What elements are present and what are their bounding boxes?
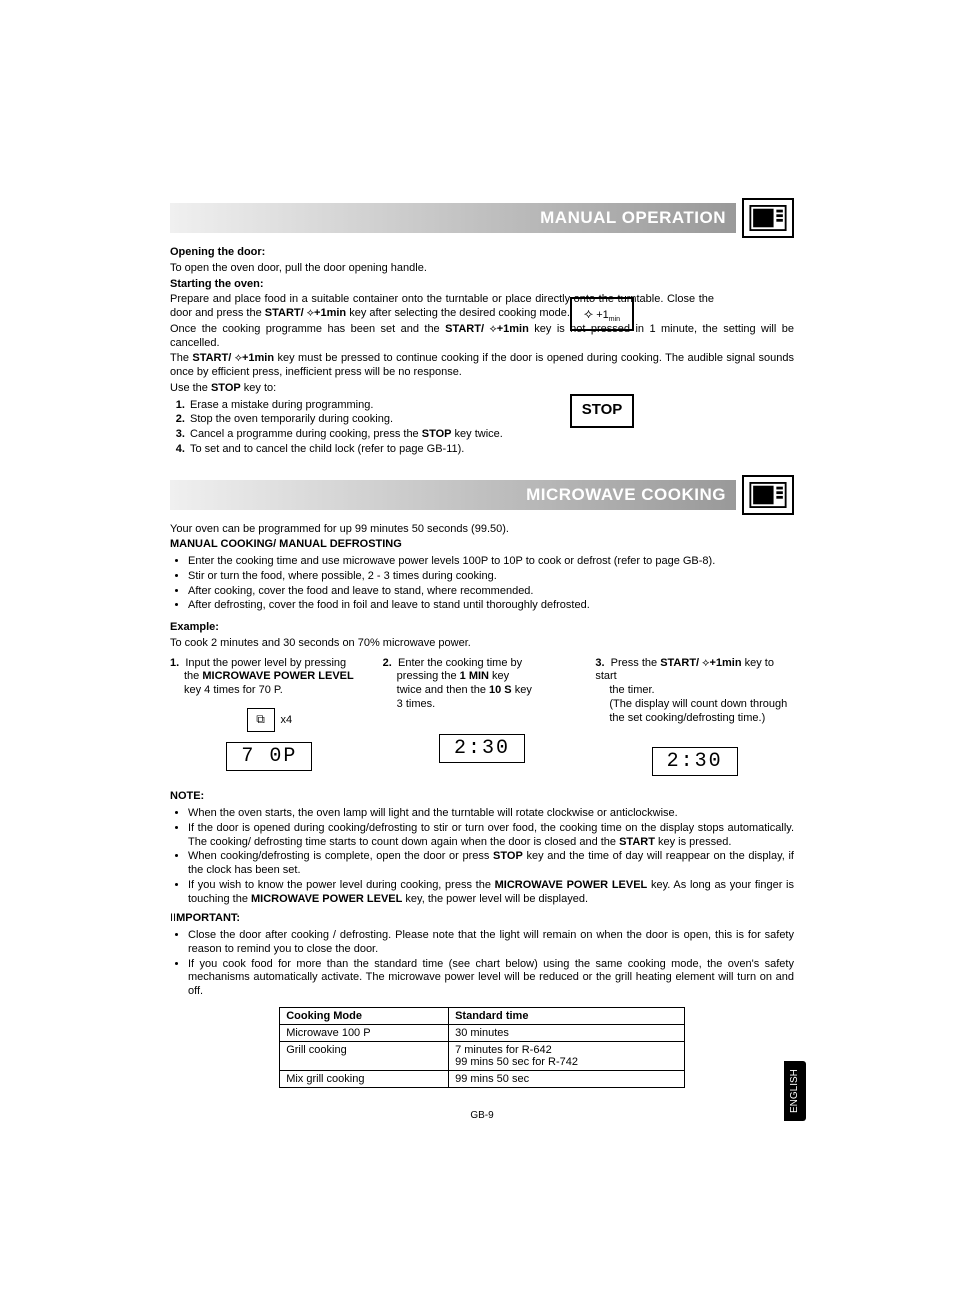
bullet: Stir or turn the food, where possible, 2… [188, 570, 794, 584]
note-item: If you wish to know the power level duri… [188, 879, 794, 907]
microwave-icon [742, 475, 794, 515]
one-min3: +1min [242, 352, 274, 364]
stop-item: To set and to cancel the child lock (ref… [188, 443, 794, 457]
table-header: Cooking Mode [280, 1007, 449, 1024]
step-2: 2. Enter the cooking time by pressing th… [383, 657, 582, 777]
stop-introb: key to: [241, 382, 276, 394]
starting-heading: Starting the oven: [170, 278, 264, 290]
stop-item: Erase a mistake during programming. [188, 399, 794, 413]
page-number: GB-9 [170, 1110, 794, 1121]
note-label: NOTE: [170, 790, 204, 802]
note-item: When the oven starts, the oven lamp will… [188, 807, 794, 821]
example-label: Example: [170, 621, 219, 633]
section-title: MANUAL OPERATION [170, 203, 736, 233]
micro-sub: MANUAL COOKING/ MANUAL DEFROSTING [170, 538, 794, 552]
example-steps: 1. Input the power level by pressing the… [170, 657, 794, 777]
stop-list: Erase a mistake during programming. Stop… [170, 399, 794, 457]
bullet: After cooking, cover the food and leave … [188, 585, 794, 599]
cooking-mode-table: Cooking Mode Standard time Microwave 100… [279, 1007, 685, 1088]
microwave-content: Your oven can be programmed for up 99 mi… [170, 523, 794, 1088]
table-row: Microwave 100 P 30 minutes [280, 1024, 685, 1041]
example-text: To cook 2 minutes and 30 seconds on 70% … [170, 637, 794, 651]
starting-p1b: key after selecting the desired cooking … [346, 307, 570, 319]
micro-intro: Your oven can be programmed for up 99 mi… [170, 523, 794, 537]
note-list: When the oven starts, the oven lamp will… [170, 807, 794, 906]
section-title: MICROWAVE COOKING [170, 480, 736, 510]
bullet: Enter the cooking time and use microwave… [188, 555, 794, 569]
bullet: After defrosting, cover the food in foil… [188, 599, 794, 613]
section-header-manual: MANUAL OPERATION [170, 198, 794, 238]
important-list: Close the door after cooking / defrostin… [170, 929, 794, 999]
opening-text: To open the oven door, pull the door ope… [170, 262, 794, 276]
start-key2: START/ [445, 323, 489, 335]
note-item: If the door is opened during cooking/def… [188, 822, 794, 850]
one-min2: +1min [497, 323, 529, 335]
starting-p3a: The [170, 352, 192, 364]
start-key: START/ [265, 307, 307, 319]
power-level-icon: ⧉ [247, 708, 275, 732]
one-min: +1min [314, 307, 346, 319]
table-row: Mix grill cooking 99 mins 50 sec [280, 1070, 685, 1087]
stop-button-icon: STOP [570, 394, 634, 428]
important-item: Close the door after cooking / defrostin… [188, 929, 794, 957]
starting-p2a: Once the cooking programme has been set … [170, 323, 445, 335]
step-3: 3. Press the START/ ⟡+1min key to start … [595, 657, 794, 777]
display-230b: 2:30 [652, 747, 738, 776]
start-plus-1min-icon: ⟡ +1min [570, 297, 634, 331]
display-230a: 2:30 [439, 734, 525, 763]
microwave-icon [742, 198, 794, 238]
table-row: Grill cooking 7 minutes for R-64299 mins… [280, 1041, 685, 1070]
stop-item: Cancel a programme during cooking, press… [188, 428, 794, 442]
note-item: When cooking/defrosting is complete, ope… [188, 850, 794, 878]
start-key3: START/ [192, 352, 234, 364]
section-header-microwave: MICROWAVE COOKING [170, 475, 794, 515]
opening-heading: Opening the door: [170, 246, 265, 258]
stop-intro: Use the [170, 382, 211, 394]
step-1: 1. Input the power level by pressing the… [170, 657, 369, 777]
important-item: If you cook food for more than the stand… [188, 958, 794, 999]
language-tab: ENGLISH [784, 1061, 806, 1121]
stop-bold: STOP [211, 382, 241, 394]
x4-label: x4 [281, 714, 293, 726]
table-header: Standard time [449, 1007, 685, 1024]
manual-operation-content: Opening the door: To open the oven door,… [170, 246, 794, 457]
micro-bullets: Enter the cooking time and use microwave… [170, 555, 794, 613]
stop-item: Stop the oven temporarily during cooking… [188, 413, 794, 427]
display-70p: 7 0P [226, 742, 312, 771]
